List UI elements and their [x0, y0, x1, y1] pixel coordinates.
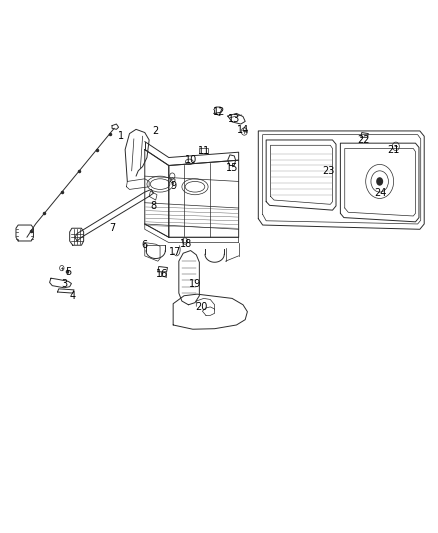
- Circle shape: [66, 270, 69, 274]
- Text: 22: 22: [357, 135, 369, 145]
- Text: 1: 1: [118, 131, 124, 141]
- Text: 9: 9: [170, 181, 176, 191]
- Text: 23: 23: [322, 166, 334, 176]
- Text: 19: 19: [189, 279, 201, 288]
- Circle shape: [376, 177, 383, 185]
- Text: 7: 7: [109, 223, 115, 233]
- Text: 10: 10: [184, 155, 197, 165]
- Text: 14: 14: [237, 125, 249, 135]
- Text: 21: 21: [388, 144, 400, 155]
- Text: 6: 6: [142, 240, 148, 250]
- Text: 12: 12: [213, 107, 225, 117]
- Text: 11: 11: [198, 146, 210, 156]
- Text: 8: 8: [150, 201, 156, 211]
- Text: 3: 3: [61, 279, 67, 288]
- Text: 24: 24: [374, 188, 387, 198]
- Text: 17: 17: [169, 247, 181, 256]
- Text: 20: 20: [195, 302, 208, 312]
- Text: 18: 18: [180, 239, 192, 248]
- Text: 2: 2: [152, 126, 159, 136]
- Text: 13: 13: [228, 114, 240, 124]
- Text: 5: 5: [65, 267, 71, 277]
- Text: 16: 16: [156, 270, 168, 279]
- Text: 15: 15: [226, 163, 238, 173]
- Text: 4: 4: [70, 290, 76, 301]
